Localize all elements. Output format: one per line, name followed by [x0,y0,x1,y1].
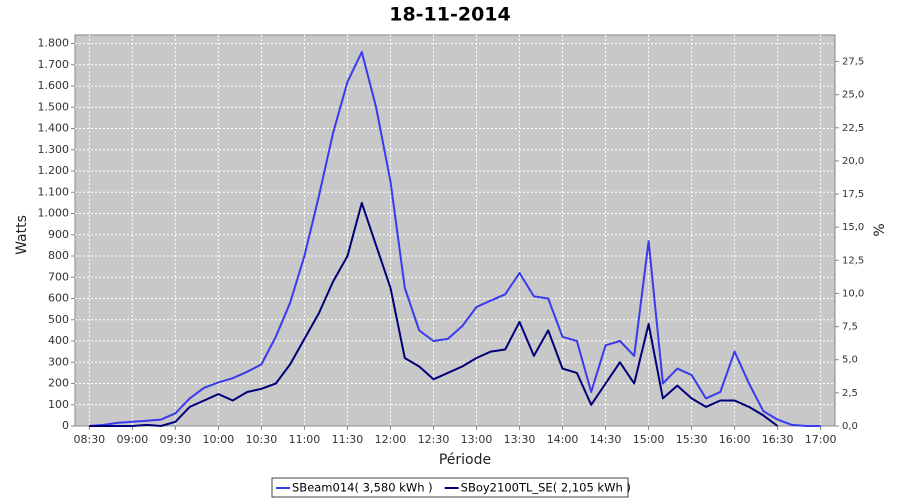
y-tick-label: 200 [48,377,69,390]
y-tick-label: 1.100 [38,185,70,198]
y-tick-label: 600 [48,292,69,305]
x-tick-label: 11:30 [332,433,364,446]
y2-tick-label: 20,0 [842,156,864,167]
y2-tick-label: 12,5 [842,255,864,266]
x-tick-label: 14:00 [547,433,579,446]
y2-axis-label: % [872,223,888,236]
legend-label: SBeam014( 3,580 kWh ) [292,481,433,495]
y2-tick-label: 5,0 [842,355,858,366]
y2-tick-label: 15,0 [842,222,864,233]
y2-tick-label: 17,5 [842,189,864,200]
series-line [89,51,821,427]
y2-tick-label: 22,5 [842,123,864,134]
y-tick-label: 1.200 [38,164,70,177]
y2-tick-label: 25,0 [842,90,864,101]
x-tick-label: 17:00 [805,433,837,446]
y2-tick-label: 27,5 [842,57,864,68]
y-tick-label: 1.400 [38,122,70,135]
x-tick-label: 11:00 [289,433,321,446]
x-tick-label: 13:00 [461,433,493,446]
y2-tick-label: 2,5 [842,388,858,399]
x-tick-label: 08:30 [73,433,105,446]
x-tick-label: 14:30 [590,433,622,446]
y-tick-label: 1.600 [38,79,70,92]
y2-tick-label: 10,0 [842,288,864,299]
y-tick-label: 0 [62,419,69,432]
y-tick-label: 1.300 [38,143,70,156]
y-tick-label: 800 [48,249,69,262]
y-tick-label: 400 [48,334,69,347]
x-tick-label: 16:00 [719,433,751,446]
y-tick-label: 500 [48,313,69,326]
legend-label: SBoy2100TL_SE( 2,105 kWh ) [461,481,631,495]
y-tick-label: 1.000 [38,207,70,220]
y-tick-label: 300 [48,355,69,368]
x-tick-label: 10:00 [203,433,235,446]
y-axis-label: Watts [14,215,30,255]
y-tick-label: 1.800 [38,37,70,50]
x-tick-label: 09:30 [160,433,192,446]
x-axis-label: Période [439,452,491,468]
x-tick-label: 15:00 [633,433,665,446]
y-tick-label: 100 [48,398,69,411]
plot-area [74,34,836,427]
y-tick-label: 900 [48,228,69,241]
y2-tick-label: 0,0 [842,421,858,432]
x-tick-label: 12:00 [375,433,407,446]
y-tick-label: 1.500 [38,100,70,113]
x-tick-label: 15:30 [676,433,708,446]
y2-tick-label: 7,5 [842,322,858,333]
y-tick-label: 700 [48,270,69,283]
series-line [89,201,779,427]
x-tick-label: 12:30 [418,433,450,446]
x-tick-label: 10:30 [246,433,278,446]
x-tick-label: 13:30 [504,433,536,446]
y-tick-label: 1.700 [38,58,70,71]
chart-title: 18-11-2014 [389,4,511,26]
x-tick-label: 09:00 [117,433,149,446]
x-tick-label: 16:30 [762,433,794,446]
